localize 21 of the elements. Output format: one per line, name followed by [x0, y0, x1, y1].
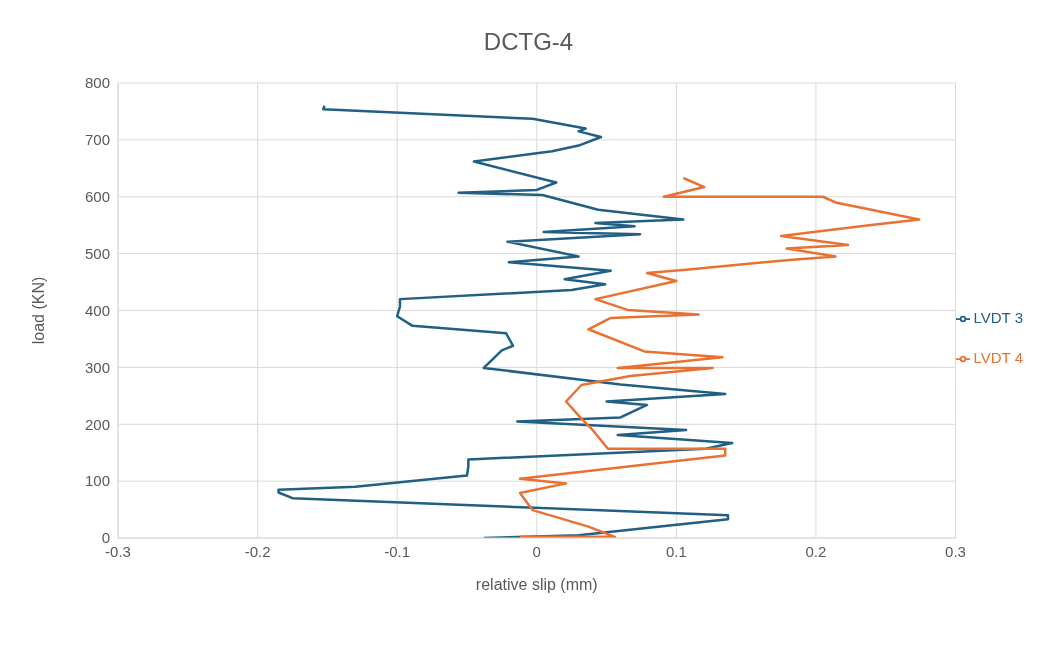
x-tick-label: 0 [532, 542, 541, 560]
chart-title: DCTG-4 [482, 27, 575, 57]
x-tick-label: 0.3 [945, 542, 966, 560]
y-tick-label: 500 [84, 244, 110, 262]
legend-label: LVDT 4 [973, 349, 1023, 366]
x-axis-title: relative slip (mm) [475, 576, 598, 593]
y-tick-label: 600 [84, 188, 110, 206]
legend-label: LVDT 3 [973, 309, 1023, 326]
x-tick-label: 0.1 [665, 542, 687, 560]
y-tick-label: 400 [84, 301, 110, 319]
x-tick-label: 0.2 [805, 542, 827, 560]
line-series [277, 104, 734, 538]
y-tick-label: 100 [84, 472, 110, 490]
line-series [518, 176, 921, 538]
y-tick-label: 200 [84, 415, 110, 433]
y-tick-label: 300 [84, 358, 110, 376]
y-axis-title: load (KN) [29, 276, 47, 345]
x-tick-label: -0.1 [384, 542, 411, 560]
y-tick-label: 700 [84, 131, 110, 149]
x-tick-label: -0.2 [244, 542, 271, 560]
y-tick-label: 800 [84, 74, 110, 92]
